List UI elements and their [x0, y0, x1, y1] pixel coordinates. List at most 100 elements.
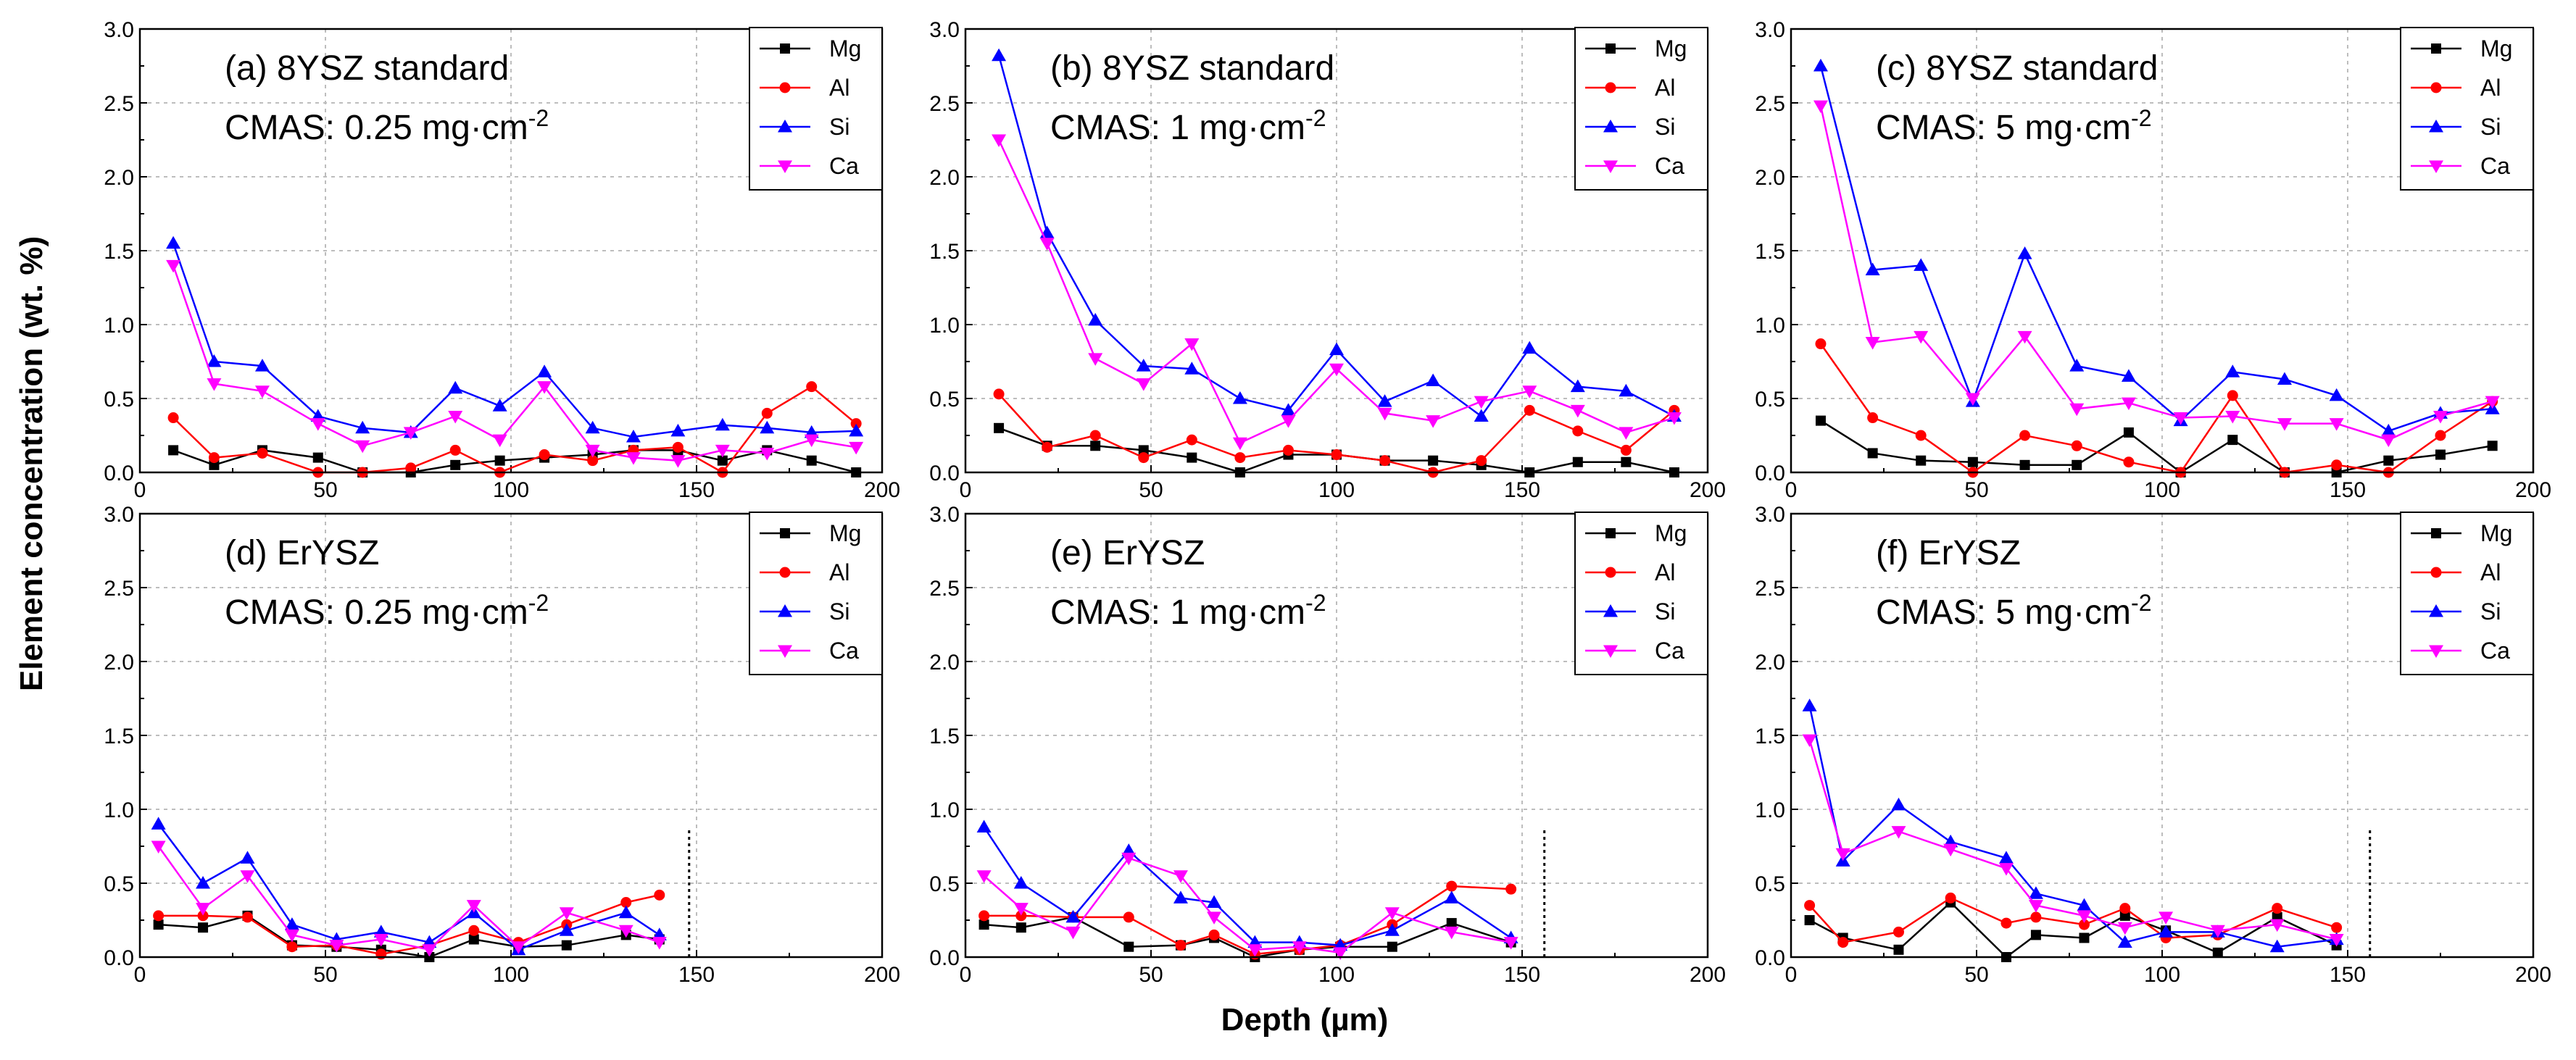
data-point-ca: [1232, 437, 1247, 451]
data-point-al: [1837, 937, 1849, 948]
data-point-ca: [422, 944, 437, 957]
data-point-ca: [196, 903, 211, 916]
data-point-ca: [466, 900, 481, 913]
data-point-al: [1282, 444, 1294, 456]
data-point-al: [2030, 911, 2042, 923]
x-tick-label: 0: [960, 478, 972, 502]
data-point-ca: [355, 440, 370, 454]
legend-label-si: Si: [1655, 598, 1675, 625]
y-tick-label: 0.0: [1755, 946, 1785, 970]
chart-panel-f: 0 50 100 150 200 0.0 0.5 1.0 1.5 2.0 2.5 3.0 (f) ErY…: [1755, 503, 2551, 987]
data-point-si: [1088, 312, 1103, 326]
cmas-exponent: -2: [1305, 105, 1326, 131]
data-point-ca: [1184, 338, 1200, 351]
data-point-mg: [2212, 947, 2223, 958]
data-point-si: [284, 917, 299, 930]
y-tick-label: 3.0: [929, 18, 960, 42]
y-tick-label: 0.5: [104, 872, 134, 896]
data-point-si: [559, 923, 574, 936]
series-line-mg: [158, 914, 660, 959]
series-line-al: [173, 385, 857, 474]
series-line-si: [1819, 65, 2493, 433]
x-tick-label: 200: [1690, 478, 1726, 502]
panel-title: (c) 8YSZ standard: [1876, 49, 2158, 88]
data-point-al: [1915, 430, 1927, 441]
data-point-ca: [492, 434, 507, 448]
x-tick-label: 200: [2515, 963, 2551, 987]
data-point-si: [849, 423, 864, 437]
data-point-mg: [1387, 941, 1397, 952]
data-point-ca: [1965, 393, 1980, 406]
legend-marker-mg: [1605, 43, 1616, 54]
legend-label-al: Al: [829, 75, 849, 101]
y-tick-label: 0.0: [929, 946, 960, 970]
data-point-ca: [1207, 911, 1222, 925]
data-point-mg: [1015, 922, 1026, 933]
data-point-ca: [715, 444, 730, 458]
data-point-si: [448, 380, 463, 394]
data-point-si: [1329, 342, 1344, 356]
data-point-ca: [329, 940, 344, 953]
data-point-ca: [2028, 900, 2043, 913]
data-point-mg: [1867, 448, 1878, 459]
data-point-mg: [1123, 941, 1134, 952]
x-tick-label: 50: [1139, 478, 1163, 502]
series-line-mg: [173, 449, 857, 474]
data-point-al: [1123, 911, 1134, 923]
data-point-si: [585, 420, 600, 434]
y-tick-label: 2.5: [1755, 577, 1785, 601]
data-point-ca: [1065, 926, 1081, 940]
legend-marker-al: [1605, 567, 1616, 578]
data-point-al: [1945, 892, 1956, 903]
data-point-ca: [1281, 415, 1296, 428]
data-point-al: [2331, 459, 2343, 471]
chart-panel-d: 0 50 100 150 200 0.0 0.5 1.0 1.5 2.0 2.5 3.0 (d) ErY…: [104, 503, 900, 987]
data-point-al: [1175, 940, 1187, 951]
data-point-mg: [1187, 452, 1197, 463]
panel-title: (b) 8YSZ standard: [1050, 49, 1334, 88]
data-point-al: [2078, 919, 2090, 930]
data-point-si: [1184, 362, 1200, 375]
data-point-si: [2121, 369, 2136, 382]
data-point-si: [2269, 939, 2285, 953]
series-line-ca: [157, 846, 660, 951]
data-point-ca: [559, 907, 574, 920]
data-point-al: [654, 889, 665, 901]
data-point-ca: [1384, 907, 1400, 920]
data-point-si: [2277, 372, 2292, 385]
panel-title: (f) ErYSZ: [1876, 534, 2021, 572]
y-tick-label: 1.0: [1755, 798, 1785, 822]
series-line-ca: [983, 856, 1511, 954]
cmas-loading-label: CMAS: 5 mg·cm-2: [1876, 590, 2151, 632]
data-point-mg: [2487, 441, 2498, 451]
data-point-si: [166, 235, 181, 249]
cmas-exponent: -2: [2131, 105, 2151, 131]
data-point-si: [1232, 391, 1247, 404]
data-point-ca: [2329, 418, 2344, 431]
data-point-al: [2227, 390, 2238, 401]
data-point-al: [1208, 929, 1220, 940]
y-tick-label: 0.0: [104, 462, 134, 485]
data-point-mg: [979, 919, 989, 930]
data-point-al: [1620, 444, 1632, 456]
legend-label-si: Si: [829, 114, 849, 140]
y-tick-label: 1.5: [104, 725, 134, 748]
data-point-si: [1802, 698, 1817, 711]
data-point-al: [1892, 926, 1904, 938]
legend-label-mg: Mg: [2480, 520, 2512, 546]
data-point-ca: [2121, 397, 2136, 411]
data-point-ca: [2381, 434, 2396, 448]
data-point-ca: [652, 937, 667, 950]
x-tick-label: 150: [1504, 478, 1540, 502]
data-point-ca: [1444, 926, 1459, 940]
legend-marker-si: [2429, 604, 2443, 617]
data-point-al: [1476, 455, 1487, 467]
data-point-al: [1186, 434, 1197, 446]
legend-label-mg: Mg: [1655, 36, 1687, 62]
chart-panel-e: 0 50 100 150 200 0.0 0.5 1.0 1.5 2.0 2.5 3.0 (e) ErY…: [929, 503, 1726, 987]
data-point-ca: [1522, 385, 1537, 398]
data-point-mg: [2072, 459, 2082, 470]
data-point-al: [1446, 880, 1458, 892]
legend-label-si: Si: [2480, 114, 2501, 140]
cmas-exponent: -2: [528, 105, 549, 131]
